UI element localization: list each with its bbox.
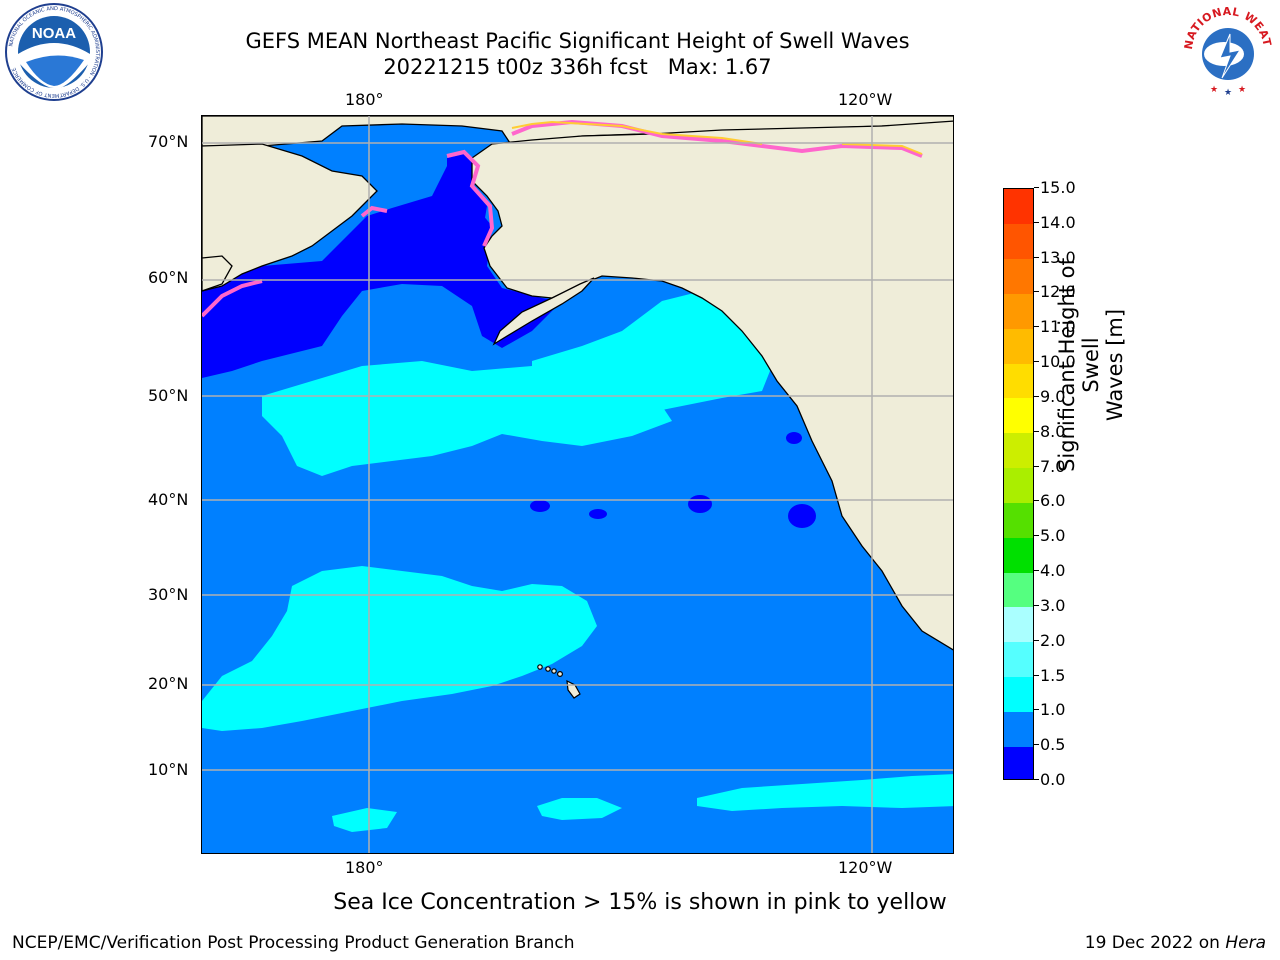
north-america-land xyxy=(471,120,953,651)
low-swell-patch-2 xyxy=(589,509,607,519)
sea-ice-edge xyxy=(202,119,923,318)
title-line-1: GEFS MEAN Northeast Pacific Significant … xyxy=(245,29,910,53)
colorbar-tick-label: 1.0 xyxy=(1033,700,1066,720)
footer-credit: NCEP/EMC/Verification Post Processing Pr… xyxy=(12,933,575,953)
colorbar-segment xyxy=(1004,223,1033,260)
colorbar-segment xyxy=(1004,572,1033,608)
subtropical-medium-swell xyxy=(202,566,597,731)
lon-label-top-180: 180° xyxy=(345,90,384,109)
norton-sound-low-swell xyxy=(447,154,487,241)
siberia-land xyxy=(202,143,378,292)
colorbar-tick-label: 3.0 xyxy=(1033,595,1066,615)
colorbar-tick-label: 0.0 xyxy=(1033,770,1066,789)
footer-date: 19 Dec 2022 on Hera xyxy=(1085,933,1266,953)
footer-date-text: 19 Dec 2022 on xyxy=(1084,933,1220,953)
midlat-medium-swell xyxy=(262,361,672,476)
low-swell-patch-4 xyxy=(788,504,816,528)
colorbar-segment xyxy=(1004,258,1033,294)
colorbar-segment xyxy=(1004,432,1033,469)
colorbar-tick-label: 6.0 xyxy=(1033,491,1066,511)
lat-label-40n: 40°N xyxy=(148,490,189,509)
colorbar-tick-label: 7.0 xyxy=(1033,456,1066,476)
svg-text:★: ★ xyxy=(1210,85,1218,95)
colorbar-tick-label: 1.5 xyxy=(1033,665,1066,685)
colorbar-segment xyxy=(1004,606,1033,643)
footer-host: Hera xyxy=(1225,933,1266,953)
colorbar-segment xyxy=(1004,363,1033,399)
colorbar-tick-label: 10.0 xyxy=(1034,352,1076,372)
colorbar-tick-label: 5.0 xyxy=(1033,526,1066,546)
alaska-peninsula xyxy=(492,277,595,346)
colorbar-segment xyxy=(1004,189,1033,225)
colorbar-label-line-1: Significant Height of Swell xyxy=(1055,258,1103,472)
lon-label-top-120w: 120°W xyxy=(838,90,893,109)
lat-label-10n: 10°N xyxy=(148,760,189,779)
colorbar-segment xyxy=(1004,676,1033,712)
colorbar-segment xyxy=(1004,467,1033,503)
colorbar-tick-label: 4.0 xyxy=(1033,561,1066,581)
colorbar-tick-label: 0.5 xyxy=(1033,735,1066,755)
lat-label-50n: 50°N xyxy=(148,386,189,405)
svg-text:★: ★ xyxy=(1224,88,1232,98)
colorbar-segment xyxy=(1004,502,1033,538)
lon-label-bottom-180: 180° xyxy=(345,858,384,877)
sea-ice-highlight xyxy=(511,120,923,155)
colorbar-tick-label: 13.0 xyxy=(1034,247,1076,267)
colorbar-tick-label: 8.0 xyxy=(1033,421,1066,441)
colorbar-label: Significant Height of Swell Waves [m] xyxy=(1055,245,1127,485)
colorbar-segment xyxy=(1004,537,1033,573)
colorbar-segment xyxy=(1004,746,1033,779)
low-swell-patch-3 xyxy=(688,495,712,513)
lat-label-70n: 70°N xyxy=(148,132,189,151)
colorbar-segment xyxy=(1004,293,1033,329)
kamchatka-land xyxy=(202,255,233,292)
colorbar-tick-label: 2.0 xyxy=(1033,630,1066,650)
colorbar-segment xyxy=(1004,328,1033,364)
tropical-west-medium-swell-1 xyxy=(537,798,622,820)
colorbar-tick-label: 9.0 xyxy=(1033,386,1066,406)
colorbar-label-line-2: Waves [m] xyxy=(1103,308,1127,422)
svg-text:NOAA: NOAA xyxy=(32,25,76,42)
svg-text:★: ★ xyxy=(1238,85,1246,95)
sea-ice-caption: Sea Ice Concentration > 15% is shown in … xyxy=(333,890,947,915)
title-line-2: 20221215 t00z 336h fcst Max: 1.67 xyxy=(383,55,772,79)
tropical-west-medium-swell-2 xyxy=(332,808,397,832)
low-swell-patch-1 xyxy=(530,500,550,512)
map-panel xyxy=(201,115,954,854)
nws-logo: NATIONAL WEATHER SERVICE ★★★ xyxy=(1180,2,1274,98)
lat-label-30n: 30°N xyxy=(148,585,189,604)
chart-title: GEFS MEAN Northeast Pacific Significant … xyxy=(150,28,1005,80)
lat-label-20n: 20°N xyxy=(148,674,189,693)
noaa-logo: NOAA NATIONAL OCEANIC AND ATMOSPHERIC AD… xyxy=(5,3,103,101)
colorbar-tick-label: 15.0 xyxy=(1034,178,1076,197)
colorbar xyxy=(1003,188,1034,780)
tropical-east-medium-swell xyxy=(697,774,953,811)
colorbar-segment xyxy=(1004,711,1033,747)
colorbar-tick-label: 11.0 xyxy=(1034,317,1076,337)
colorbar-segment xyxy=(1004,641,1033,678)
graticule xyxy=(202,116,953,853)
low-swell-patch-5 xyxy=(786,432,802,444)
colorbar-tick-label: 14.0 xyxy=(1034,212,1076,232)
map-canvas xyxy=(202,116,953,853)
lon-label-bottom-120w: 120°W xyxy=(838,858,893,877)
colorbar-segment xyxy=(1004,397,1033,434)
colorbar-tick-label: 12.0 xyxy=(1034,282,1076,302)
lat-label-60n: 60°N xyxy=(148,268,189,287)
